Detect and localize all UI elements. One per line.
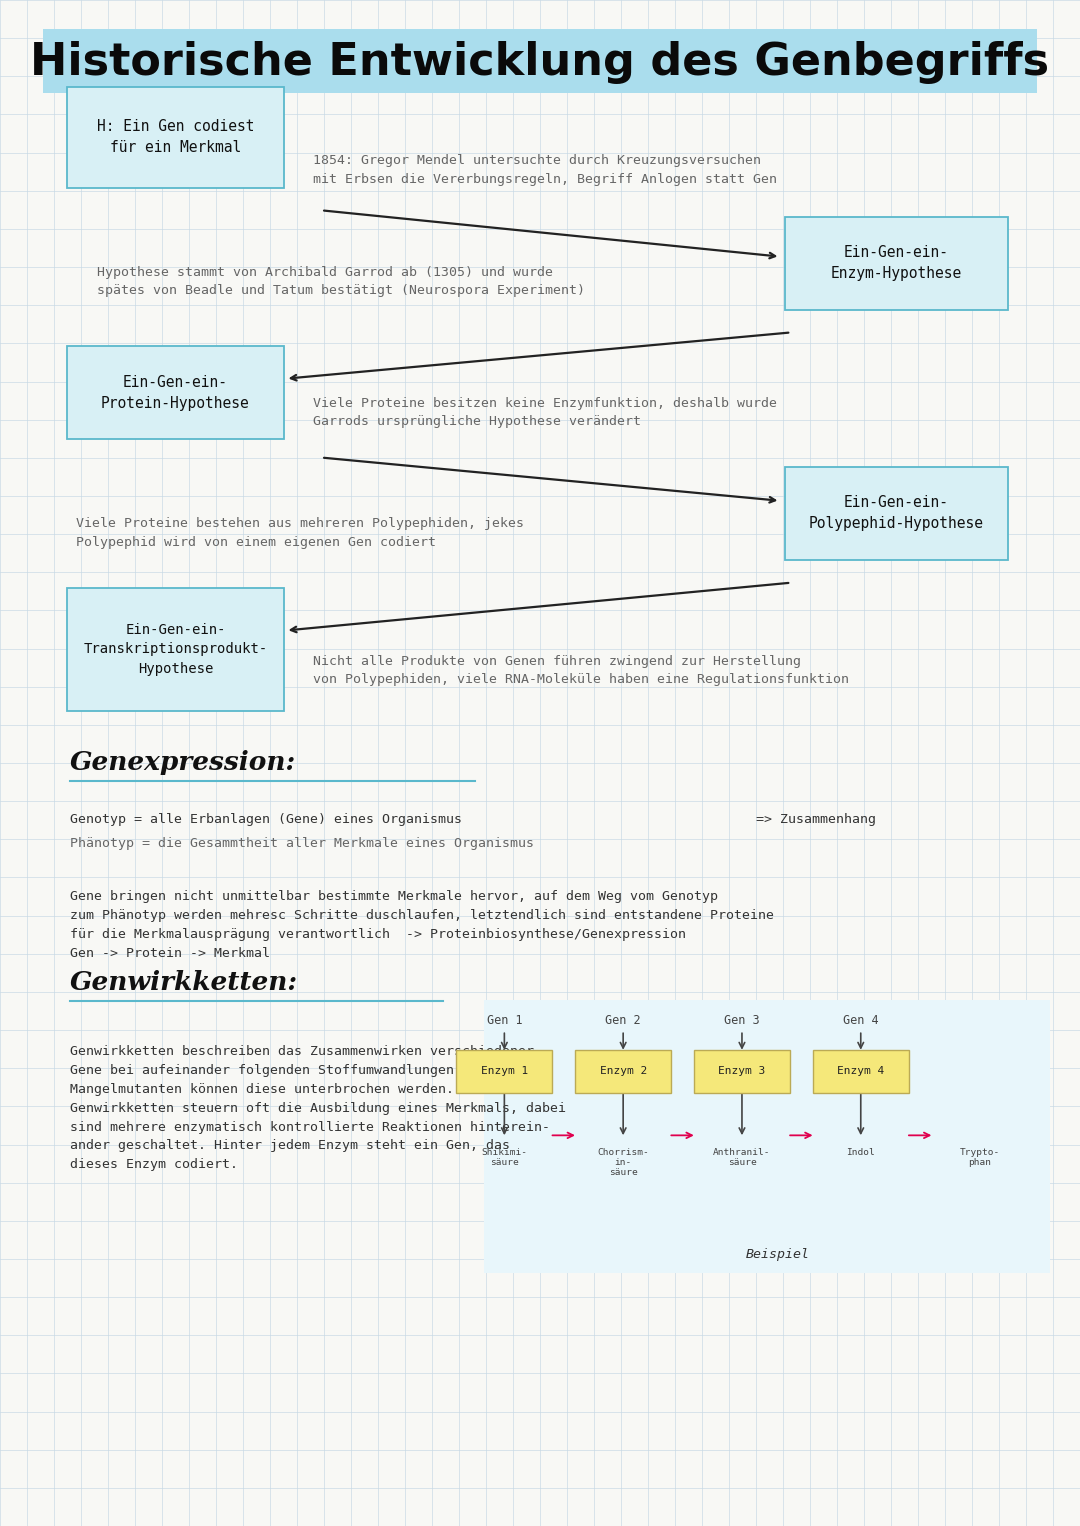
Text: Beispiel: Beispiel	[745, 1248, 810, 1260]
Text: Chorrism-
in-
säure: Chorrism- in- säure	[597, 1148, 649, 1178]
Text: Genexpression:: Genexpression:	[70, 751, 296, 775]
Text: => Zusammenhang: => Zusammenhang	[756, 813, 876, 826]
FancyBboxPatch shape	[67, 87, 284, 188]
Text: Indol: Indol	[847, 1148, 875, 1157]
Text: Gene bringen nicht unmittelbar bestimmte Merkmale hervor, auf dem Weg vom Genoty: Gene bringen nicht unmittelbar bestimmte…	[70, 890, 774, 960]
Text: Genotyp = alle Erbanlagen (Gene) eines Organismus: Genotyp = alle Erbanlagen (Gene) eines O…	[70, 813, 462, 826]
Text: Phänotyp = die Gesammtheit aller Merkmale eines Organismus: Phänotyp = die Gesammtheit aller Merkmal…	[70, 838, 535, 850]
FancyBboxPatch shape	[785, 217, 1008, 310]
Text: Enzym 3: Enzym 3	[718, 1067, 766, 1076]
Text: Enzym 4: Enzym 4	[837, 1067, 885, 1076]
Text: Gen 2: Gen 2	[606, 1013, 640, 1027]
Text: Viele Proteine besitzen keine Enzymfunktion, deshalb wurde
Garrods ursprüngliche: Viele Proteine besitzen keine Enzymfunkt…	[313, 397, 778, 429]
Text: Anthranil-
säure: Anthranil- säure	[713, 1148, 771, 1167]
FancyBboxPatch shape	[67, 346, 284, 439]
Text: Genwirkketten beschreiben das Zusammenwirken verschiedener
Gene bei aufeinander : Genwirkketten beschreiben das Zusammenwi…	[70, 1045, 566, 1170]
Text: Historische Entwicklung des Genbegriffs: Historische Entwicklung des Genbegriffs	[30, 41, 1050, 84]
FancyBboxPatch shape	[43, 29, 1037, 93]
Text: Ein-Gen-ein-
Polypephid-Hypothese: Ein-Gen-ein- Polypephid-Hypothese	[809, 496, 984, 531]
Text: Gen 1: Gen 1	[487, 1013, 522, 1027]
Text: Ein-Gen-ein-
Protein-Hypothese: Ein-Gen-ein- Protein-Hypothese	[102, 375, 249, 410]
Text: Gen 4: Gen 4	[843, 1013, 878, 1027]
FancyBboxPatch shape	[484, 1000, 1050, 1273]
FancyBboxPatch shape	[813, 1050, 909, 1093]
Text: Gen 3: Gen 3	[725, 1013, 759, 1027]
Text: Enzym 1: Enzym 1	[481, 1067, 528, 1076]
Text: Shikimi-
säure: Shikimi- säure	[482, 1148, 527, 1167]
Text: 1854: Gregor Mendel untersuchte durch Kreuzungsversuchen
mit Erbsen die Vererbun: 1854: Gregor Mendel untersuchte durch Kr…	[313, 154, 778, 186]
Text: Ein-Gen-ein-
Enzym-Hypothese: Ein-Gen-ein- Enzym-Hypothese	[831, 246, 962, 281]
FancyBboxPatch shape	[785, 467, 1008, 560]
FancyBboxPatch shape	[576, 1050, 672, 1093]
Text: H: Ein Gen codiest
für ein Merkmal: H: Ein Gen codiest für ein Merkmal	[97, 119, 254, 156]
Text: Hypothese stammt von Archibald Garrod ab (1305) und wurde
spätes von Beadle und : Hypothese stammt von Archibald Garrod ab…	[97, 266, 585, 298]
Text: Viele Proteine bestehen aus mehreren Polypephiden, jekes
Polypephid wird von ein: Viele Proteine bestehen aus mehreren Pol…	[76, 517, 524, 549]
FancyBboxPatch shape	[694, 1050, 791, 1093]
Text: Genwirkketten:: Genwirkketten:	[70, 971, 298, 995]
Text: Ein-Gen-ein-
Transkriptionsprodukt-
Hypothese: Ein-Gen-ein- Transkriptionsprodukt- Hypo…	[83, 623, 268, 676]
FancyBboxPatch shape	[67, 588, 284, 711]
Text: Enzym 2: Enzym 2	[599, 1067, 647, 1076]
Text: Nicht alle Produkte von Genen führen zwingend zur Herstellung
von Polypephiden, : Nicht alle Produkte von Genen führen zwi…	[313, 655, 849, 687]
Text: Trypto-
phan: Trypto- phan	[959, 1148, 1000, 1167]
FancyBboxPatch shape	[457, 1050, 553, 1093]
